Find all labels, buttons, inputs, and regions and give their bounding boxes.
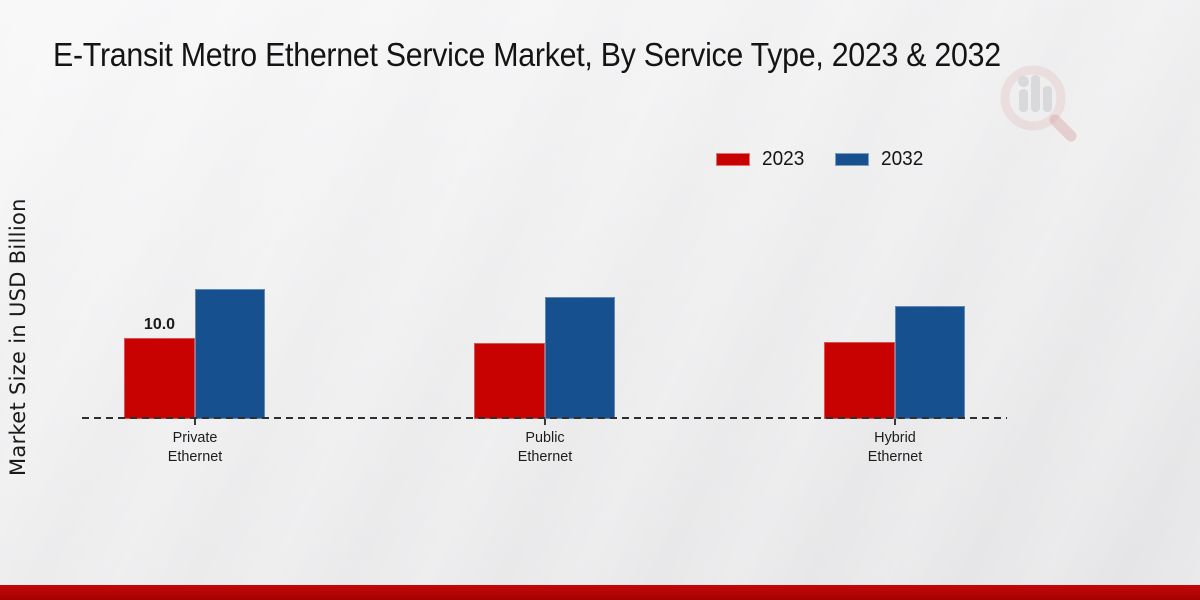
legend-swatch-2023	[716, 153, 750, 166]
chart-title: E-Transit Metro Ethernet Service Market,…	[53, 36, 1001, 73]
bar-2023-public-ethernet	[474, 343, 545, 419]
legend: 2023 2032	[716, 148, 925, 171]
category-label-private-ethernet: Private Ethernet	[167, 429, 223, 465]
bar-2032-private-ethernet	[195, 289, 265, 419]
x-axis-tick-private-ethernet	[194, 419, 196, 425]
x-axis-tick-hybrid-ethernet	[894, 419, 896, 425]
category-label-public-ethernet: Public Ethernet	[517, 429, 573, 465]
category-label-hybrid-ethernet: Hybrid Ethernet	[867, 429, 923, 465]
x-axis-tick-public-ethernet	[544, 419, 546, 425]
legend-item-2023: 2023	[716, 148, 807, 171]
bar-value-2023-private-ethernet: 10.0	[143, 316, 176, 333]
bar-2023-hybrid-ethernet	[824, 342, 895, 419]
bar-2032-public-ethernet	[545, 297, 615, 419]
bar-2023-private-ethernet	[124, 338, 195, 419]
legend-item-2032: 2032	[834, 148, 926, 171]
legend-label-2023: 2023	[762, 148, 805, 170]
legend-label-2032: 2032	[880, 148, 923, 170]
legend-swatch-2032	[834, 153, 869, 166]
x-axis-line	[82, 417, 1007, 419]
footer-stripe	[0, 585, 1200, 600]
bar-2032-hybrid-ethernet	[895, 306, 965, 419]
